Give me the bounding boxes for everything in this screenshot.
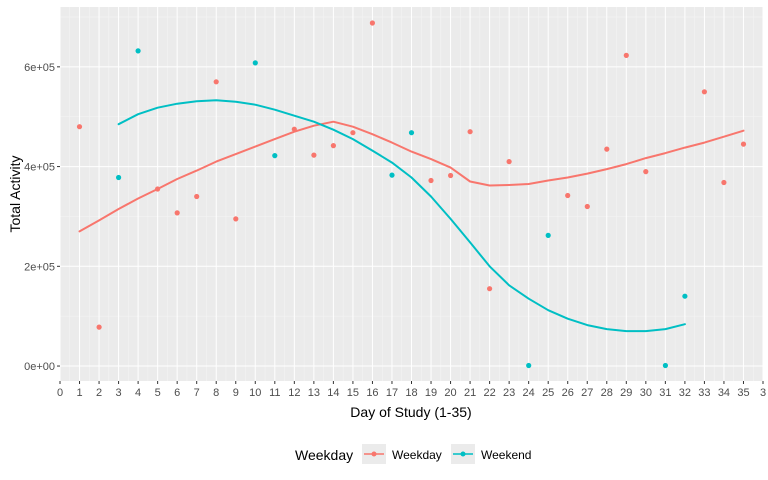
point-weekday bbox=[213, 79, 219, 85]
x-tick-label: 12 bbox=[288, 387, 300, 399]
x-tick-label: 32 bbox=[679, 387, 691, 399]
point-weekday bbox=[448, 172, 454, 179]
x-tick-label: 19 bbox=[425, 387, 437, 399]
legend-label-weekday: Weekday bbox=[392, 448, 442, 462]
point-weekend bbox=[545, 232, 551, 238]
point-weekday bbox=[701, 89, 708, 95]
x-tick-label: 30 bbox=[640, 387, 652, 399]
x-tick-label: 27 bbox=[581, 387, 593, 399]
point-weekend bbox=[272, 153, 278, 159]
legend: Weekday Weekday Weekend bbox=[295, 444, 531, 464]
point-weekend bbox=[526, 362, 532, 369]
x-tick-label: 14 bbox=[327, 387, 339, 399]
y-tick-label: 6e+05 bbox=[24, 62, 55, 74]
point-weekday bbox=[623, 52, 629, 59]
smooth-line-weekday bbox=[78, 120, 745, 233]
point-weekday bbox=[194, 193, 200, 200]
y-tick-label: 4e+05 bbox=[24, 162, 55, 174]
x-tick-label: 11 bbox=[269, 387, 280, 399]
point-weekday bbox=[233, 216, 239, 222]
x-tick-label: 18 bbox=[405, 387, 417, 399]
x-tick-label: 24 bbox=[523, 387, 535, 399]
point-weekday bbox=[96, 324, 102, 330]
y-tick-label: 0e+00 bbox=[24, 361, 55, 373]
x-tick-label: 17 bbox=[386, 387, 398, 399]
x-tick-label: 1 bbox=[76, 387, 82, 399]
x-tick-label: 16 bbox=[366, 387, 378, 399]
x-tick-label: 3 bbox=[116, 387, 122, 399]
point-weekday bbox=[487, 286, 493, 292]
x-tick-label: 7 bbox=[194, 387, 200, 399]
x-tick-label: 21 bbox=[464, 387, 476, 399]
x-tick-label: 20 bbox=[444, 387, 456, 399]
x-axis-title: Day of Study (1-35) bbox=[350, 404, 471, 420]
x-axis: 0 1 2 3 4 5 6 7 8 9 10 11 12 13 14 15 16 17 18 19 20 21 22 23 24… bbox=[57, 381, 766, 399]
point-weekend bbox=[682, 293, 688, 299]
legend-key-weekend-point bbox=[460, 451, 466, 457]
x-tick-label: 13 bbox=[308, 387, 320, 399]
x-tick-label: 23 bbox=[503, 387, 515, 399]
point-weekday bbox=[369, 20, 375, 26]
point-weekday bbox=[604, 146, 610, 152]
legend-label-weekend: Weekend bbox=[481, 448, 531, 462]
x-tick-label: 3 bbox=[760, 387, 766, 399]
x-tick-label: 26 bbox=[562, 387, 574, 399]
x-tick-label: 15 bbox=[347, 387, 359, 399]
point-weekday bbox=[174, 210, 180, 216]
legend-key-weekday-point bbox=[371, 451, 377, 457]
point-weekday bbox=[330, 143, 336, 149]
x-tick-label: 2 bbox=[96, 387, 102, 399]
point-weekday bbox=[643, 169, 649, 175]
x-tick-label: 6 bbox=[174, 387, 180, 399]
point-weekday bbox=[428, 177, 434, 184]
smooth-line-weekend bbox=[117, 99, 686, 333]
point-weekday bbox=[584, 203, 590, 210]
x-tick-label: 29 bbox=[620, 387, 632, 399]
x-tick-label: 28 bbox=[601, 387, 613, 399]
x-tick-label: 5 bbox=[155, 387, 161, 399]
y-axis: 0e+00 2e+05 4e+05 6e+05 bbox=[24, 62, 60, 373]
y-axis-title: Total Activity bbox=[7, 155, 23, 232]
point-weekday bbox=[467, 129, 473, 135]
point-weekend bbox=[252, 60, 258, 66]
points bbox=[76, 20, 747, 369]
point-weekday bbox=[740, 141, 747, 147]
point-weekday bbox=[506, 159, 512, 165]
x-tick-label: 31 bbox=[659, 387, 671, 399]
x-tick-label: 0 bbox=[57, 387, 63, 399]
point-weekday bbox=[155, 186, 161, 192]
x-tick-label: 35 bbox=[737, 387, 749, 399]
x-tick-label: 22 bbox=[483, 387, 495, 399]
point-weekday bbox=[76, 124, 83, 130]
x-tick-label: 10 bbox=[249, 387, 261, 399]
point-weekend bbox=[408, 130, 415, 136]
point-weekend bbox=[116, 174, 122, 181]
point-weekday bbox=[350, 130, 356, 136]
x-tick-label: 34 bbox=[718, 387, 730, 399]
point-weekday bbox=[721, 179, 727, 186]
point-weekend bbox=[662, 362, 669, 369]
legend-title: Weekday bbox=[295, 447, 353, 463]
x-tick-label: 25 bbox=[542, 387, 554, 399]
x-tick-label: 9 bbox=[233, 387, 239, 399]
point-weekday bbox=[565, 192, 571, 199]
point-weekend bbox=[135, 48, 141, 54]
smooth-lines bbox=[78, 99, 745, 333]
x-tick-label: 4 bbox=[135, 387, 141, 399]
y-tick-label: 2e+05 bbox=[24, 261, 55, 273]
point-weekday bbox=[291, 126, 297, 132]
point-weekday bbox=[311, 152, 317, 158]
x-tick-label: 33 bbox=[698, 387, 710, 399]
point-weekend bbox=[389, 172, 395, 178]
x-tick-label: 8 bbox=[213, 387, 219, 399]
